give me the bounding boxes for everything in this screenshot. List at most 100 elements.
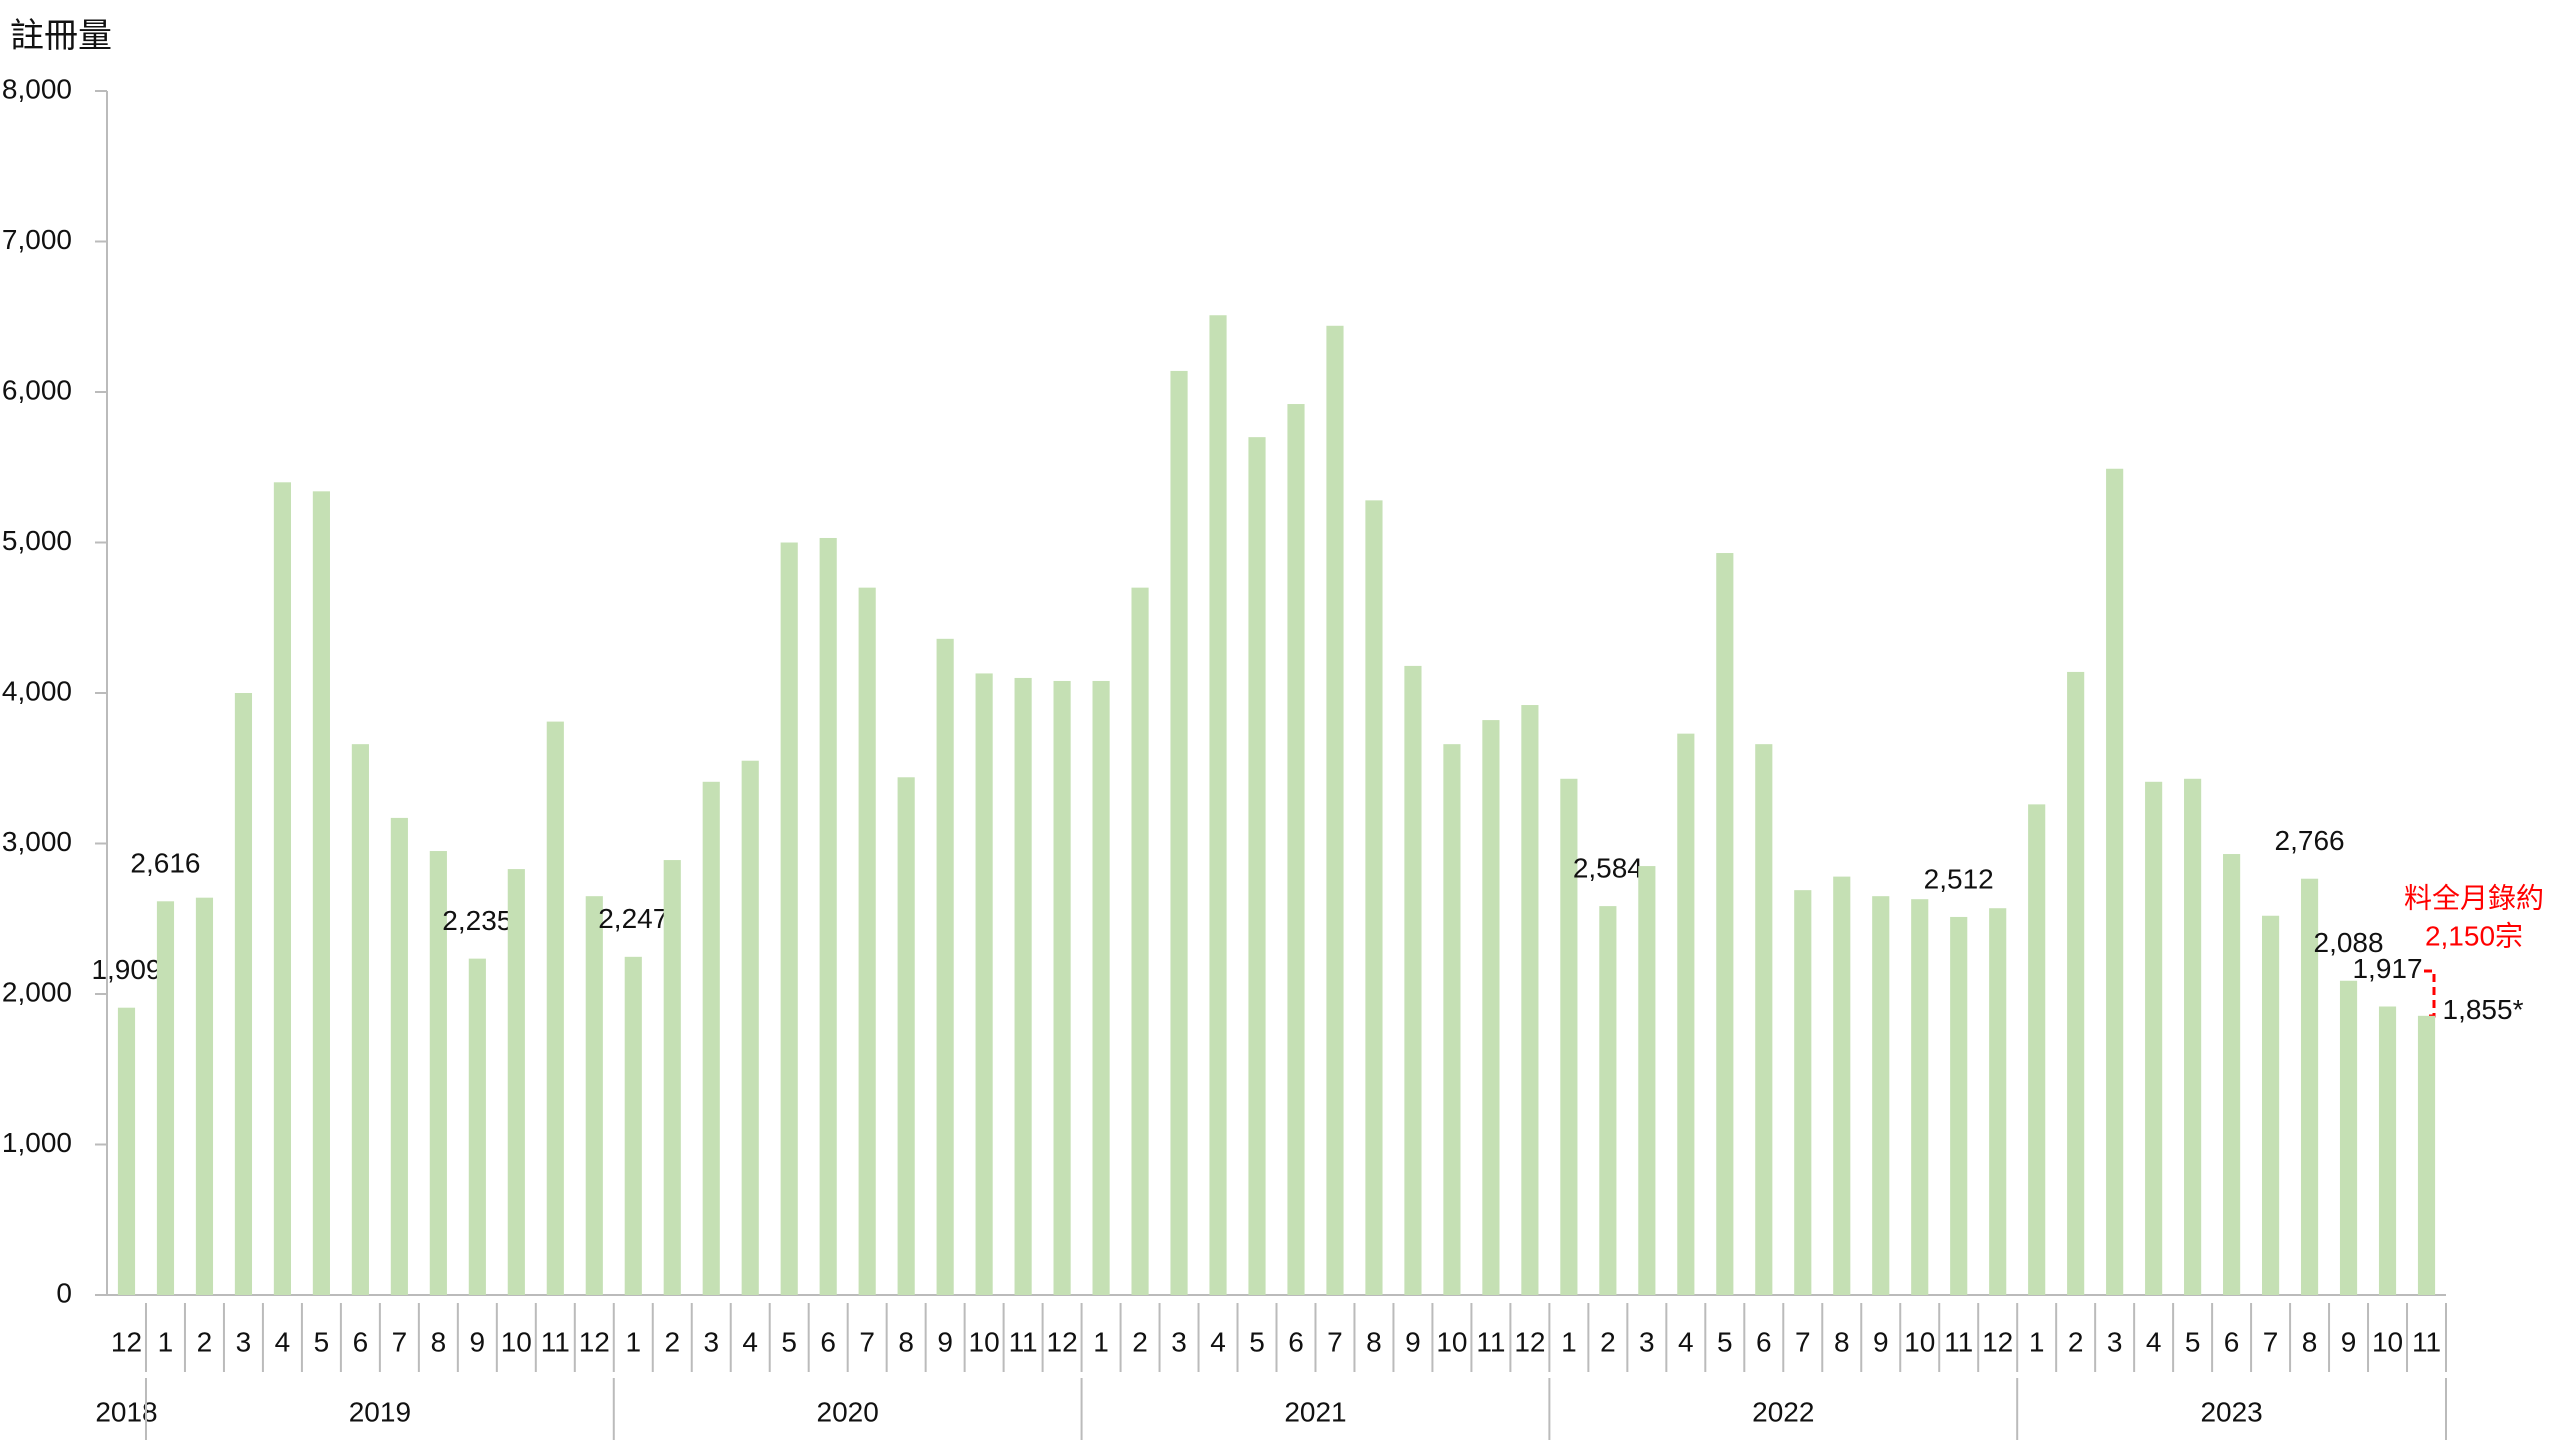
x-tick-label: 4 [1210, 1326, 1226, 1357]
x-tick-label: 2 [197, 1326, 213, 1357]
bar [1014, 677, 1032, 1295]
bar [1053, 680, 1071, 1295]
bar [936, 638, 954, 1295]
x-tick-label: 12 [1514, 1326, 1545, 1357]
y-tick-label: 4,000 [2, 675, 72, 706]
bar [2223, 854, 2241, 1295]
x-tick-label: 3 [236, 1326, 252, 1357]
x-tick-label: 12 [1047, 1326, 1078, 1357]
bar [2184, 778, 2202, 1295]
x-tick-label: 3 [1171, 1326, 1187, 1357]
y-tick-label: 1,000 [2, 1127, 72, 1158]
bar [1560, 778, 1578, 1295]
bar [156, 901, 175, 1295]
x-tick-label: 5 [1717, 1326, 1733, 1357]
x-tick-label: 7 [2263, 1326, 2279, 1357]
bar [1365, 500, 1383, 1295]
x-tick-label: 10 [1436, 1326, 1467, 1357]
bar [2378, 1006, 2397, 1295]
bar [1521, 705, 1539, 1295]
x-tick-label: 2 [2068, 1326, 2084, 1357]
x-tick-label: 2 [664, 1326, 680, 1357]
x-tick-label: 9 [1405, 1326, 1421, 1357]
x-tick-label: 6 [2224, 1326, 2240, 1357]
x-tick-label: 12 [579, 1326, 610, 1357]
x-tick-label: 8 [2302, 1326, 2318, 1357]
x-tick-label: 1 [1093, 1326, 1109, 1357]
value-label: 2,584 [1573, 852, 1643, 883]
x-tick-label: 6 [353, 1326, 369, 1357]
value-label: 2,512 [1924, 863, 1994, 894]
bar [1911, 899, 1929, 1295]
x-tick-label: 11 [1009, 1326, 1038, 1357]
x-tick-label: 2 [1600, 1326, 1616, 1357]
value-label: 1,909 [91, 954, 161, 985]
x-tick-label: 4 [1678, 1326, 1694, 1357]
bar [2300, 878, 2319, 1295]
bar [1209, 315, 1227, 1295]
x-tick-label: 5 [781, 1326, 797, 1357]
bar [624, 956, 642, 1295]
bar [2067, 671, 2085, 1295]
bar [858, 587, 876, 1295]
annotation: 2,150宗 [2425, 920, 2523, 951]
bar [390, 817, 408, 1295]
x-tick-label: 4 [2146, 1326, 2162, 1357]
x-tick-label: 7 [392, 1326, 408, 1357]
value-label: 2,616 [130, 848, 200, 879]
value-label: 2,766 [2275, 825, 2345, 856]
x-tick-label: 1 [158, 1326, 174, 1357]
bar [195, 897, 214, 1295]
year-label: 2019 [349, 1396, 411, 1427]
y-tick-label: 7,000 [2, 224, 72, 255]
x-tick-label: 5 [314, 1326, 330, 1357]
x-tick-label: 1 [2029, 1326, 2045, 1357]
bar [1443, 744, 1461, 1295]
bar [507, 869, 525, 1295]
x-tick-label: 8 [1366, 1326, 1382, 1357]
bar [1248, 437, 1266, 1295]
bar [234, 693, 253, 1295]
x-tick-label: 5 [2185, 1326, 2201, 1357]
x-tick-label: 8 [431, 1326, 447, 1357]
bar [780, 542, 798, 1295]
bar [2339, 980, 2358, 1295]
year-label: 2021 [1284, 1396, 1346, 1427]
value-label: 2,247 [598, 903, 668, 934]
x-tick-label: 3 [2107, 1326, 2123, 1357]
x-tick-label: 9 [1873, 1326, 1889, 1357]
annotation: 料全月錄約 [2404, 882, 2544, 913]
x-tick-label: 7 [1327, 1326, 1343, 1357]
bar [702, 781, 720, 1295]
bar [117, 1007, 136, 1295]
bar [546, 721, 564, 1295]
bar [1716, 553, 1734, 1295]
bar [2417, 1015, 2436, 1295]
bar [1170, 370, 1188, 1295]
x-tick-label: 10 [969, 1326, 1000, 1357]
bar [429, 851, 447, 1295]
x-tick-label: 10 [1904, 1326, 1935, 1357]
bar [273, 482, 292, 1295]
bar [1989, 908, 2007, 1295]
bar [897, 777, 915, 1295]
value-label: 2,235 [442, 905, 512, 936]
bar [1326, 325, 1344, 1295]
bar [1755, 744, 1773, 1295]
x-tick-label: 8 [898, 1326, 914, 1357]
bar [1482, 720, 1500, 1295]
bar [1794, 890, 1812, 1295]
x-tick-label: 8 [1834, 1326, 1850, 1357]
x-tick-label: 11 [2412, 1326, 2441, 1357]
x-tick-label: 12 [111, 1326, 142, 1357]
bar [1131, 587, 1149, 1295]
x-tick-label: 11 [541, 1326, 570, 1357]
bar [1677, 733, 1695, 1295]
bar [1599, 906, 1617, 1295]
x-tick-label: 7 [859, 1326, 875, 1357]
x-tick-label: 2 [1132, 1326, 1148, 1357]
bar [468, 958, 486, 1295]
year-label: 2023 [2200, 1396, 2262, 1427]
bar [819, 537, 837, 1295]
x-tick-label: 11 [1944, 1326, 1973, 1357]
